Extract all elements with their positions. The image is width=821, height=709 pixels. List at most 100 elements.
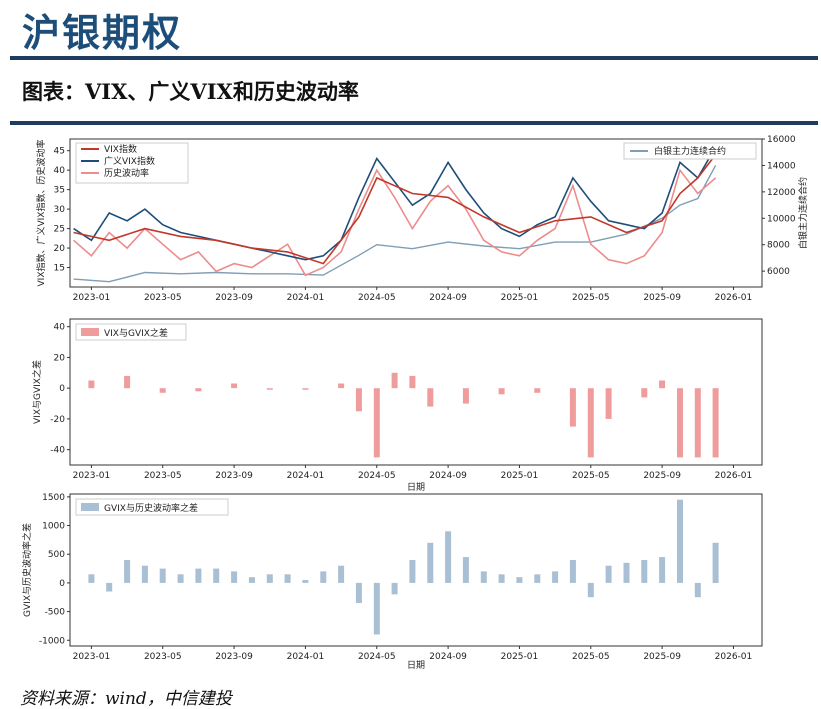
bar	[338, 383, 345, 389]
bar	[516, 577, 523, 583]
plot-frame-0	[69, 138, 763, 288]
bar	[587, 388, 594, 458]
bar	[569, 388, 576, 427]
legend-box-left	[75, 142, 189, 184]
x-tick-label: 2026-01	[715, 293, 753, 303]
bar	[355, 582, 362, 603]
y-axis-label: VIX与GVIX之差	[31, 360, 43, 424]
x-tick-label: 2023-09	[215, 652, 253, 662]
x-tick-label: 2023-05	[144, 652, 182, 662]
x-tick-label: 2024-01	[287, 471, 325, 481]
bar	[320, 571, 327, 583]
bar	[641, 388, 648, 398]
y2-tick-label: 10000	[767, 214, 796, 224]
bar	[391, 372, 398, 389]
y-tick-label: 15	[54, 264, 65, 274]
bar	[124, 560, 131, 583]
y-tick-label: 1000	[42, 522, 65, 532]
header-rule	[10, 56, 818, 60]
x-tick-label: 2024-05	[358, 652, 396, 662]
x-tick-label: 2023-01	[73, 652, 111, 662]
bar	[605, 565, 612, 583]
legend-label: VIX与GVIX之差	[104, 327, 168, 339]
legend-box	[75, 323, 187, 341]
bar	[88, 574, 95, 583]
bar	[213, 568, 220, 583]
bar	[694, 388, 701, 458]
bar	[391, 582, 398, 595]
x-tick-label: 2023-01	[73, 471, 111, 481]
bar	[498, 388, 505, 395]
series-line-1	[73, 146, 717, 261]
y-tick-label: -20	[50, 415, 65, 425]
x-tick-label: 2023-09	[215, 293, 253, 303]
bar	[445, 531, 452, 583]
bar	[124, 375, 131, 389]
bar	[177, 574, 184, 583]
bar	[552, 571, 559, 583]
bar	[677, 388, 683, 458]
bar	[480, 571, 487, 583]
bar	[534, 574, 541, 583]
legend-swatch	[81, 503, 99, 511]
bar	[88, 380, 95, 389]
x-axis-label: 日期	[407, 482, 425, 493]
x-axis-label: 日期	[407, 660, 425, 671]
bar	[587, 582, 594, 598]
plot-frame-1	[69, 318, 763, 466]
x-tick-label: 2023-01	[73, 293, 111, 303]
y-tick-label: 40	[54, 166, 66, 176]
y-tick-label: 20	[54, 353, 66, 363]
y-tick-label: -1000	[39, 636, 65, 646]
bar	[694, 582, 701, 598]
plot-frame-2	[69, 493, 763, 647]
bar	[498, 574, 505, 583]
x-tick-label: 2025-01	[501, 293, 539, 303]
x-tick-label: 2023-09	[215, 471, 253, 481]
figure-caption: 图表：VIX、广义VIX和历史波动率	[22, 79, 359, 104]
legend-label: VIX指数	[104, 143, 137, 155]
bar	[659, 380, 666, 389]
x-tick-label: 2025-09	[643, 471, 681, 481]
y-tick-label: 30	[54, 205, 66, 215]
y-tick-label: 1500	[42, 493, 65, 503]
legend-label: 历史波动率	[104, 167, 149, 179]
caption-rule	[10, 121, 818, 125]
y2-tick-label: 12000	[767, 188, 796, 198]
y-tick-label: -500	[45, 608, 66, 618]
y2-tick-label: 8000	[767, 241, 790, 251]
x-tick-label: 2023-05	[144, 293, 182, 303]
x-tick-label: 2026-01	[715, 471, 753, 481]
bar	[284, 574, 291, 583]
y-axis-label: VIX指数、广义VIX指数、历史波动率	[35, 140, 47, 287]
bar	[195, 568, 202, 583]
bar	[159, 388, 166, 393]
bar	[373, 582, 380, 635]
y2-tick-label: 14000	[767, 161, 796, 171]
bar	[302, 580, 309, 583]
bar	[623, 562, 630, 583]
legend-label: GVIX与历史波动率之差	[104, 502, 198, 514]
legend-box	[75, 498, 229, 516]
bar	[159, 568, 166, 583]
bar	[266, 574, 273, 583]
y-tick-label: 25	[54, 225, 65, 235]
y-tick-label: 45	[54, 147, 65, 157]
y-tick-label: 40	[54, 323, 66, 333]
bar	[231, 571, 238, 583]
bar	[712, 542, 719, 583]
series-line-0	[73, 154, 717, 265]
x-tick-label: 2024-01	[287, 293, 325, 303]
bar	[409, 375, 416, 389]
bar	[355, 388, 362, 412]
bar	[677, 499, 683, 583]
bar	[427, 542, 434, 583]
bar	[641, 560, 648, 583]
x-tick-label: 2024-09	[429, 652, 467, 662]
bar	[409, 560, 416, 583]
bar	[605, 388, 612, 419]
bar	[266, 388, 273, 390]
bar	[712, 388, 719, 458]
bar	[302, 388, 309, 390]
